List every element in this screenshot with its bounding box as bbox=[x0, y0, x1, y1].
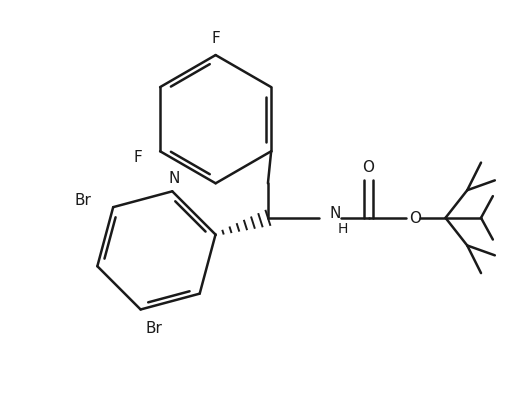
Text: O: O bbox=[409, 211, 421, 226]
Text: Br: Br bbox=[74, 192, 92, 207]
Text: F: F bbox=[211, 31, 220, 46]
Text: Br: Br bbox=[146, 320, 162, 335]
Text: N: N bbox=[329, 206, 341, 221]
Text: H: H bbox=[338, 221, 348, 235]
Text: N: N bbox=[169, 171, 180, 185]
Text: F: F bbox=[134, 150, 143, 164]
Text: O: O bbox=[363, 160, 375, 175]
